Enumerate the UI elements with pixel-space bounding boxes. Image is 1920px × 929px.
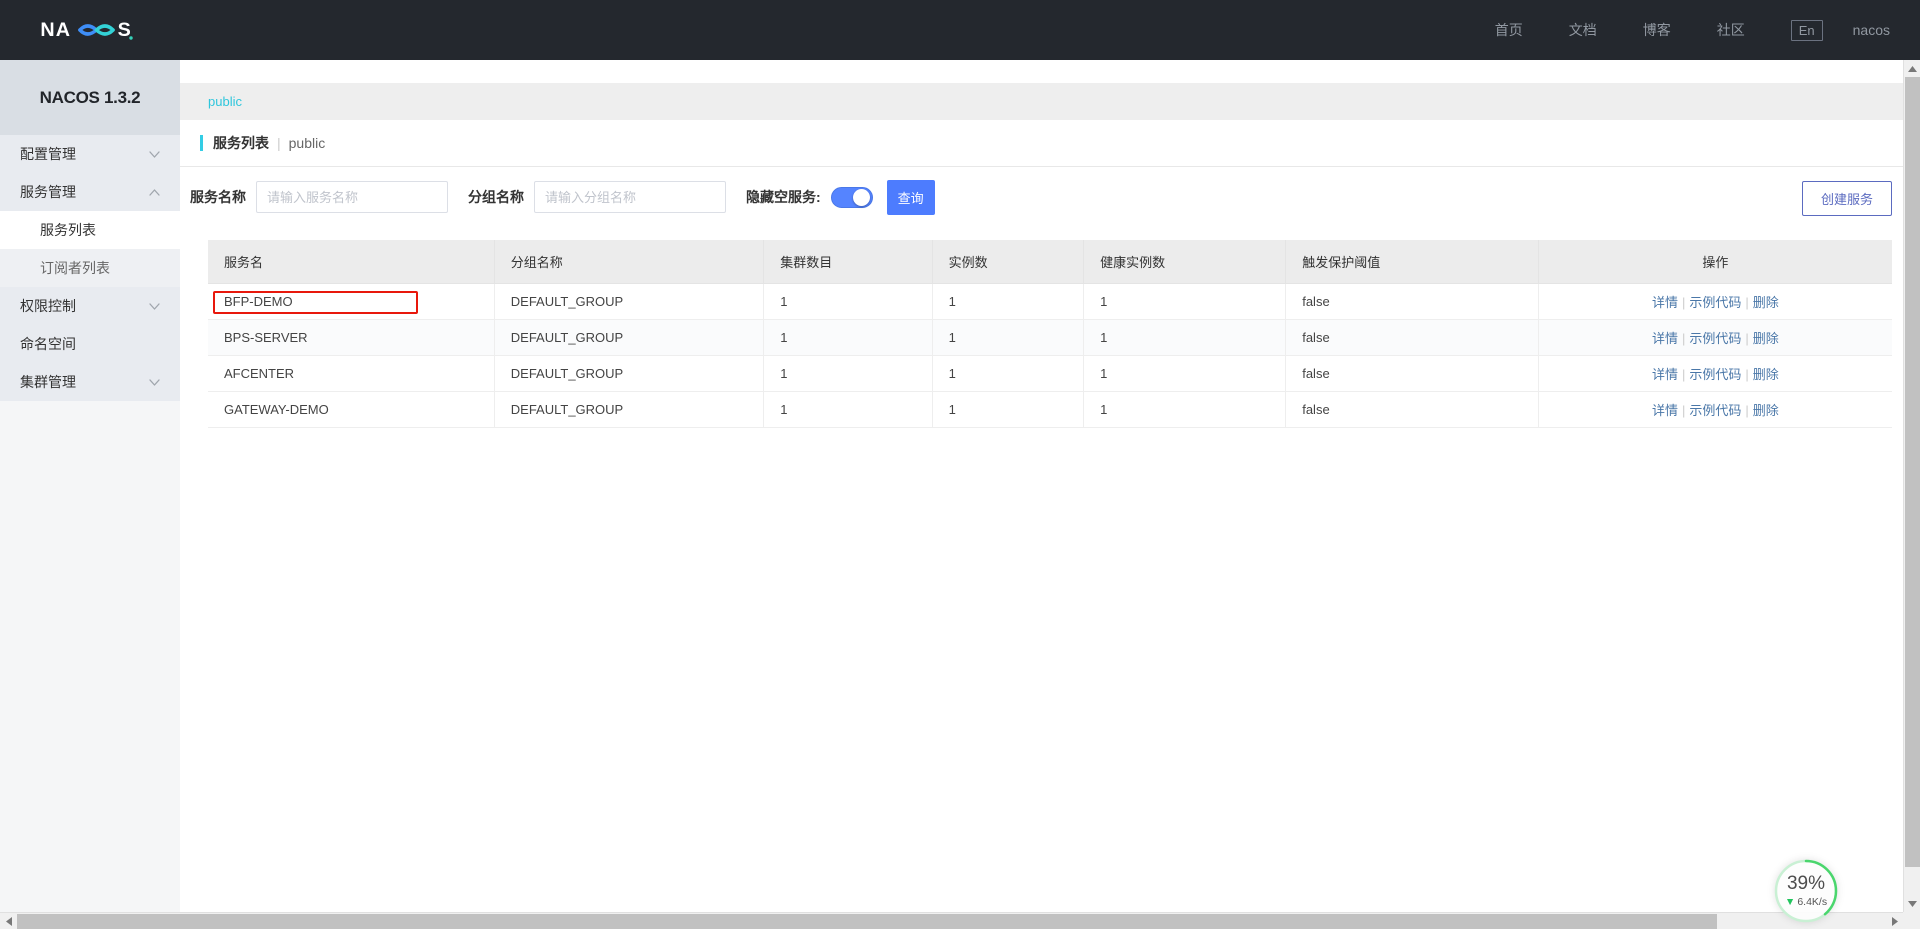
svg-text:A: A — [56, 19, 70, 41]
svg-text:N: N — [40, 19, 53, 41]
svg-text:S: S — [118, 19, 131, 41]
